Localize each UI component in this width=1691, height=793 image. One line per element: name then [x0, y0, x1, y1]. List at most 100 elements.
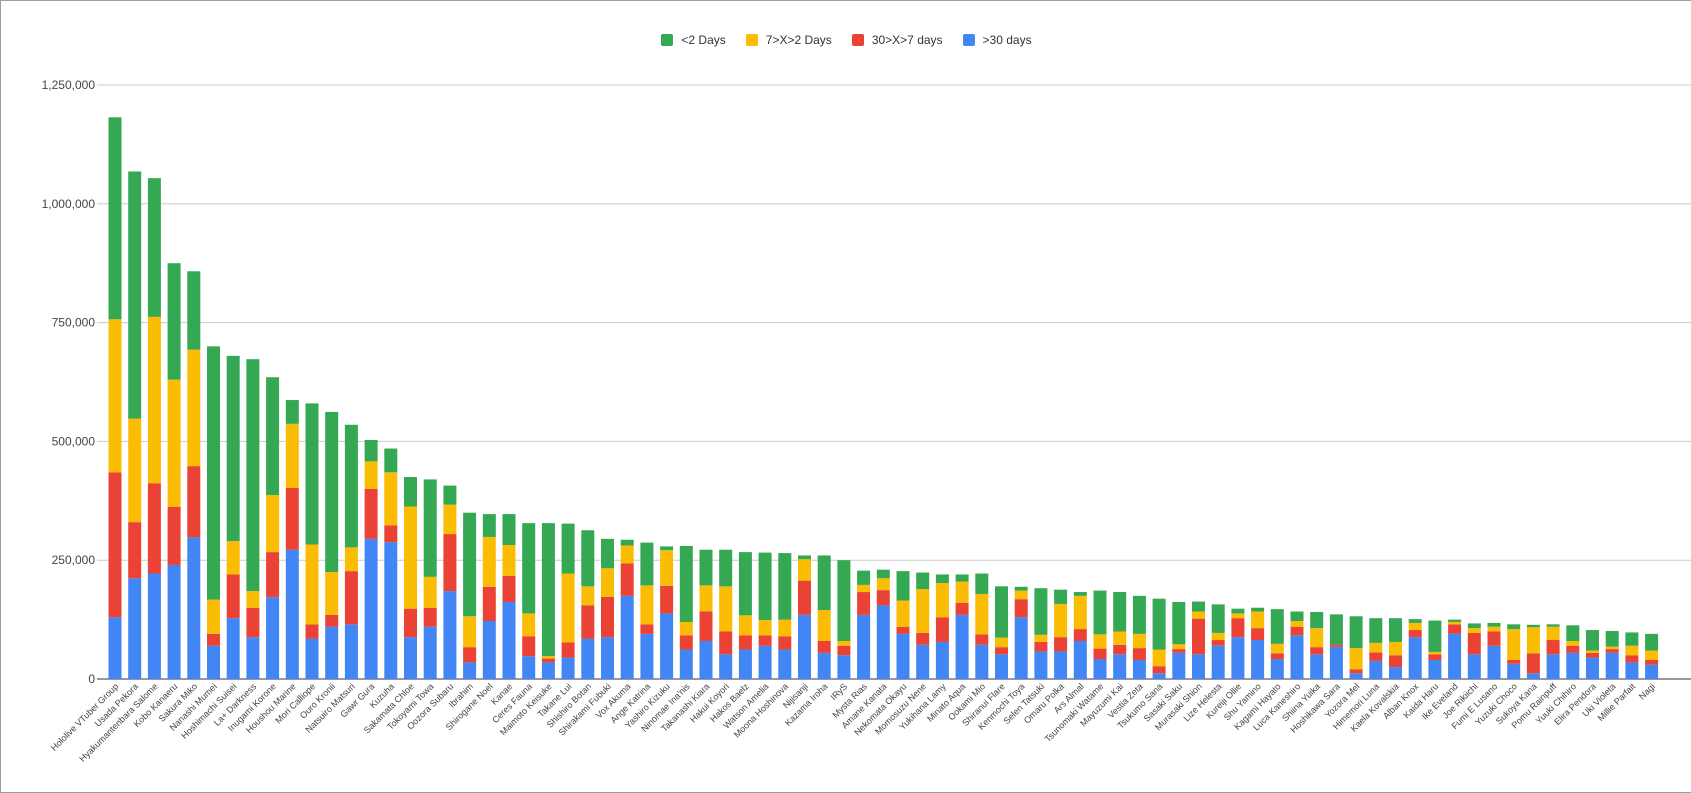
- bar-segment[interactable]: [758, 552, 772, 621]
- bar-segment[interactable]: [758, 635, 772, 646]
- bar-segment[interactable]: [1389, 618, 1402, 642]
- bar-segment[interactable]: [876, 590, 890, 606]
- bar-segment[interactable]: [1645, 659, 1659, 665]
- bar-segment[interactable]: [1211, 645, 1225, 679]
- bar-segment[interactable]: [778, 553, 792, 620]
- bar-segment[interactable]: [1270, 659, 1284, 679]
- legend-item[interactable]: >30 days: [962, 33, 1032, 47]
- bar-segment[interactable]: [344, 547, 358, 572]
- legend-item[interactable]: 7>X>2 Days: [745, 33, 832, 47]
- bar-segment[interactable]: [955, 614, 969, 679]
- bar-segment[interactable]: [975, 634, 989, 645]
- bar-segment[interactable]: [364, 538, 378, 679]
- bar-segment[interactable]: [325, 614, 339, 627]
- bar-segment[interactable]: [246, 591, 260, 608]
- bar-segment[interactable]: [1507, 663, 1521, 679]
- bar-segment[interactable]: [1566, 640, 1580, 646]
- bar-segment[interactable]: [1310, 654, 1324, 679]
- bar-segment[interactable]: [423, 479, 437, 577]
- bar-segment[interactable]: [1428, 651, 1442, 655]
- bar-segment[interactable]: [1270, 643, 1284, 654]
- bar-segment[interactable]: [522, 656, 536, 679]
- bar-segment[interactable]: [640, 585, 654, 625]
- bar-segment[interactable]: [561, 573, 575, 643]
- bar-segment[interactable]: [857, 584, 871, 593]
- bar-segment[interactable]: [1369, 618, 1383, 643]
- bar-segment[interactable]: [916, 632, 930, 645]
- bar-segment[interactable]: [1487, 626, 1501, 632]
- bar-segment[interactable]: [1645, 650, 1659, 660]
- bar-segment[interactable]: [995, 654, 1008, 679]
- bar-segment[interactable]: [167, 564, 181, 679]
- bar-segment[interactable]: [384, 472, 398, 526]
- bar-segment[interactable]: [1290, 635, 1304, 679]
- bar-segment[interactable]: [1605, 652, 1619, 679]
- bar-segment[interactable]: [1566, 645, 1580, 653]
- bar-segment[interactable]: [128, 418, 142, 523]
- bar-segment[interactable]: [1467, 654, 1481, 679]
- bar-segment[interactable]: [699, 611, 713, 641]
- bar-segment[interactable]: [384, 448, 398, 473]
- bar-segment[interactable]: [916, 589, 930, 633]
- bar-segment[interactable]: [344, 424, 358, 548]
- bar-segment[interactable]: [995, 586, 1008, 638]
- bar-segment[interactable]: [738, 615, 752, 636]
- bar-segment[interactable]: [1329, 614, 1343, 645]
- bar-segment[interactable]: [601, 637, 614, 679]
- bar-segment[interactable]: [305, 544, 319, 625]
- bar-segment[interactable]: [699, 585, 713, 612]
- bar-segment[interactable]: [1625, 662, 1639, 679]
- bar-segment[interactable]: [1526, 627, 1540, 654]
- bar-segment[interactable]: [541, 523, 555, 657]
- bar-segment[interactable]: [1526, 653, 1540, 674]
- bar-segment[interactable]: [482, 514, 496, 537]
- bar-segment[interactable]: [1625, 645, 1639, 656]
- bar-segment[interactable]: [1290, 626, 1304, 636]
- bar-segment[interactable]: [1192, 654, 1205, 679]
- bar-segment[interactable]: [660, 546, 674, 551]
- bar-segment[interactable]: [679, 635, 693, 650]
- bar-segment[interactable]: [601, 538, 614, 569]
- bar-segment[interactable]: [857, 614, 871, 679]
- bar-segment[interactable]: [778, 619, 792, 637]
- bar-segment[interactable]: [679, 545, 693, 622]
- bar-segment[interactable]: [699, 549, 713, 586]
- bar-segment[interactable]: [660, 613, 674, 679]
- bar-segment[interactable]: [364, 461, 378, 489]
- bar-segment[interactable]: [266, 495, 280, 553]
- bar-segment[interactable]: [128, 171, 142, 419]
- bar-segment[interactable]: [541, 656, 555, 659]
- bar-segment[interactable]: [1605, 649, 1619, 653]
- bar-segment[interactable]: [1349, 616, 1363, 649]
- bar-segment[interactable]: [1645, 633, 1659, 651]
- bar-segment[interactable]: [601, 596, 614, 638]
- bar-segment[interactable]: [1073, 592, 1087, 596]
- bar-segment[interactable]: [1408, 619, 1422, 623]
- bar-segment[interactable]: [896, 626, 910, 634]
- bar-segment[interactable]: [1507, 659, 1521, 664]
- bar-segment[interactable]: [1586, 630, 1599, 651]
- bar-segment[interactable]: [1467, 628, 1481, 633]
- bar-segment[interactable]: [1211, 632, 1225, 641]
- bar-segment[interactable]: [128, 578, 142, 679]
- bar-segment[interactable]: [305, 638, 319, 679]
- bar-segment[interactable]: [1172, 644, 1186, 650]
- bar-segment[interactable]: [1251, 607, 1265, 612]
- bar-segment[interactable]: [778, 636, 792, 650]
- bar-segment[interactable]: [522, 636, 536, 657]
- bar-segment[interactable]: [463, 647, 477, 663]
- bar-segment[interactable]: [1448, 619, 1462, 622]
- bar-segment[interactable]: [1605, 631, 1619, 647]
- bar-segment[interactable]: [502, 575, 516, 603]
- bar-segment[interactable]: [1310, 647, 1324, 655]
- bar-segment[interactable]: [620, 539, 634, 546]
- bar-segment[interactable]: [1054, 637, 1068, 652]
- bar-segment[interactable]: [798, 580, 811, 615]
- bar-segment[interactable]: [1073, 629, 1087, 641]
- bar-segment[interactable]: [1526, 624, 1540, 628]
- bar-segment[interactable]: [502, 514, 516, 545]
- bar-segment[interactable]: [443, 485, 457, 505]
- bar-segment[interactable]: [1251, 628, 1265, 641]
- bar-segment[interactable]: [325, 572, 339, 615]
- bar-segment[interactable]: [147, 573, 161, 679]
